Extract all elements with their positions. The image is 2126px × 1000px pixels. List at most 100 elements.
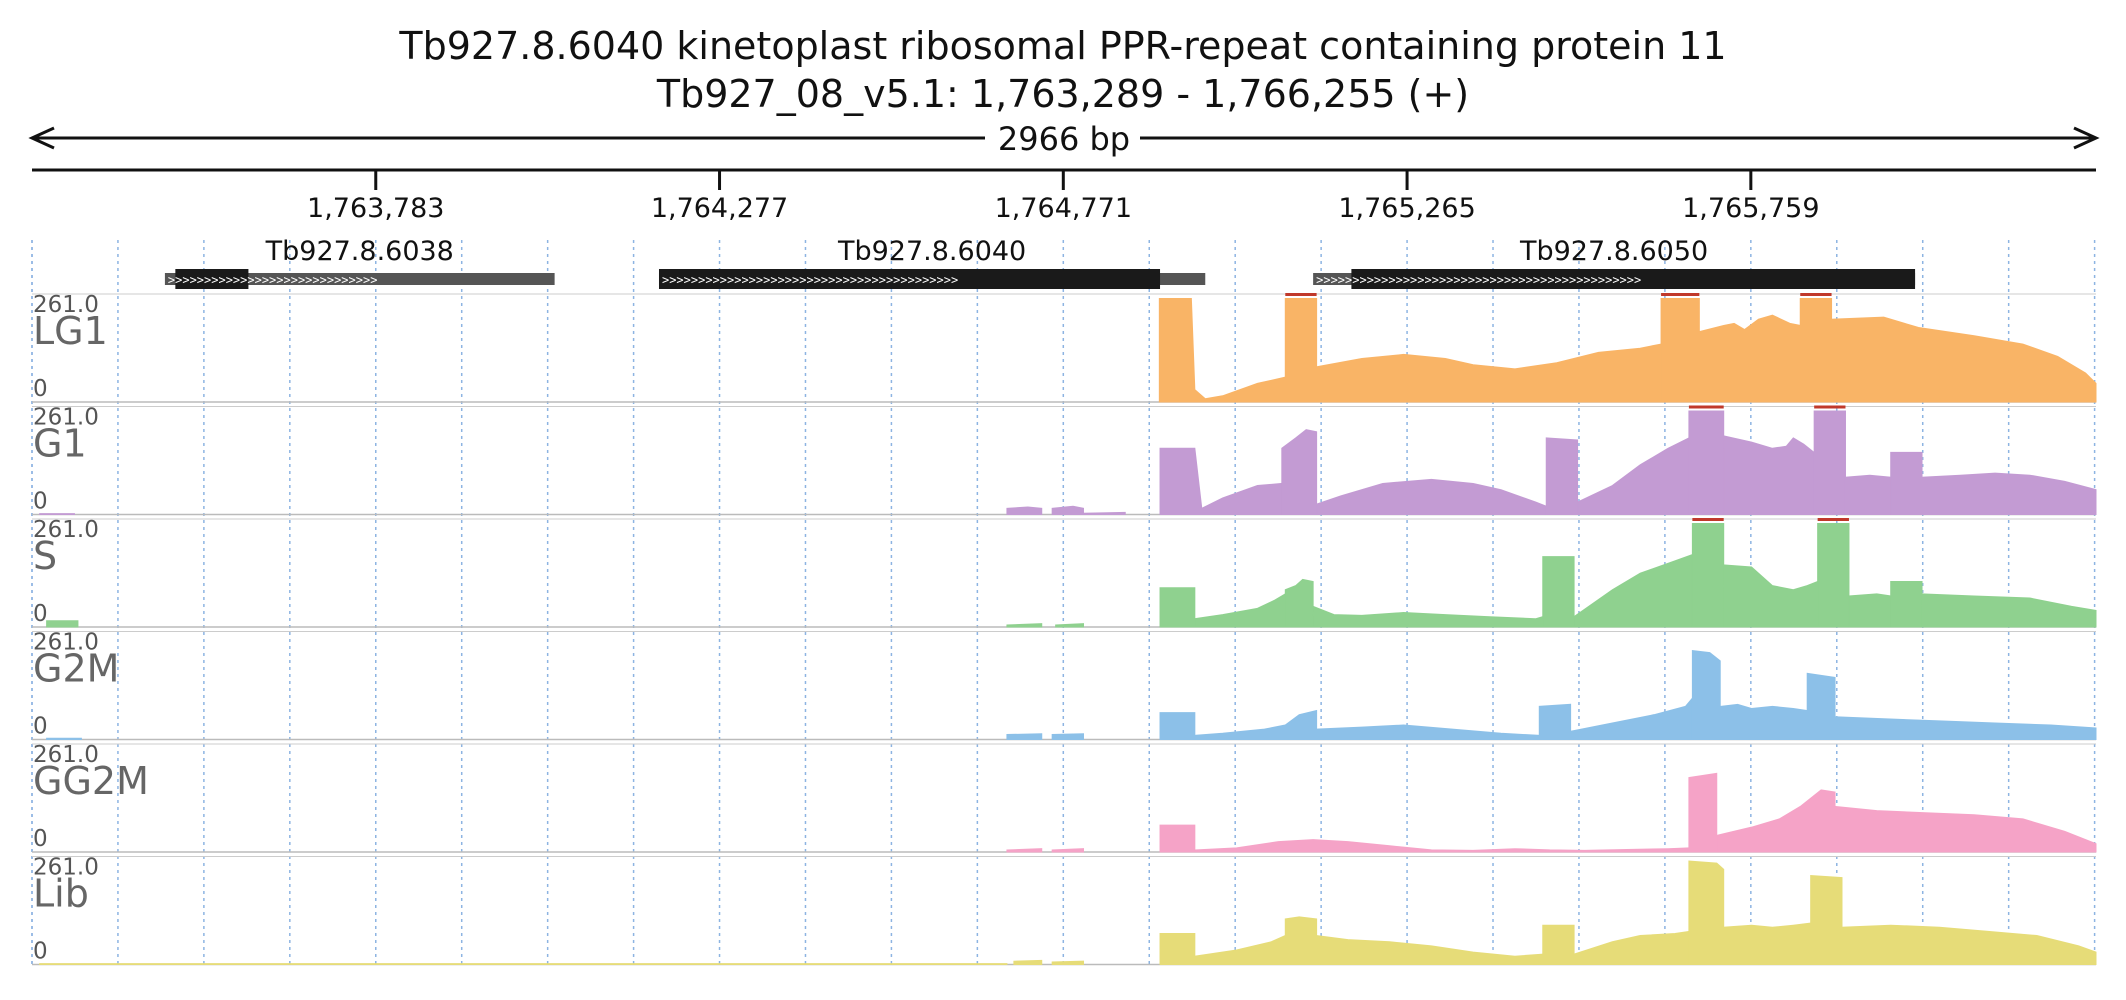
coverage-area [1082, 511, 1126, 515]
strand-arrows: >>>>>>>>>>>>>>>>>>>>>>>>>>>>>>>>>>>>>>>>… [662, 273, 958, 287]
coverage-area [1284, 298, 1318, 403]
coverage-area [1159, 587, 1196, 628]
coverage-area [1006, 733, 1043, 740]
clip-marker [1661, 293, 1700, 296]
coverage-area [1159, 447, 1283, 515]
clip-marker [1814, 405, 1846, 409]
gene-track: >>>>>>>>>>>>>>>>>>>>>>>>>>>>> Tb927.8.603… [164, 236, 1916, 289]
track-min-label: 0 [33, 601, 48, 627]
span-label: 2966 bp [998, 120, 1130, 158]
gene-label: Tb927.8.6040 [837, 236, 1026, 267]
coverage-area [1813, 410, 1846, 515]
coverage-area [1051, 505, 1084, 515]
track-min-label: 0 [33, 376, 48, 402]
coverage-area [1194, 709, 1318, 740]
coverage-area [1817, 523, 1850, 628]
coverage-area [1921, 472, 2097, 515]
strand-arrows: >>>>>>>>>>>>>>>>>>>>>>>>>>>>>>>>>>>>>>>>… [1316, 273, 1641, 287]
coverage-tracks: 261.0LG10261.0G10261.0S0261.0G2M0261.0GG… [32, 292, 2097, 966]
ruler: 2966 bp 1,763,783 1,764,277 1,764,771 1,765,… [28, 120, 2100, 224]
coverage-area [1281, 429, 1318, 515]
coverage-area [1316, 934, 1544, 965]
track-g1: 261.0G1 0 [32, 405, 2097, 516]
clip-marker [1688, 405, 1724, 409]
track-name: LG1 [33, 309, 108, 353]
tick-label: 1,765,265 [1338, 193, 1475, 224]
track-max-label: 261.0 [33, 855, 99, 881]
coverage-area [1159, 712, 1196, 740]
coverage-area [1573, 930, 1690, 965]
track-name: G1 [33, 422, 87, 466]
coverage-area [1660, 298, 1700, 403]
coverage-area [1688, 772, 1718, 853]
coverage-area [1723, 435, 1815, 515]
track-max-label: 261.0 [33, 292, 99, 318]
clip-marker [1800, 293, 1832, 296]
coverage-area [1159, 932, 1196, 965]
coverage-area [1316, 724, 1540, 740]
coverage-area [1890, 451, 1923, 515]
track-s: 261.0S 0 [32, 517, 2097, 628]
coverage-area [1834, 805, 2097, 853]
coverage-area [1006, 848, 1043, 853]
coverage-area [1194, 593, 1286, 628]
coverage-area [1921, 593, 2097, 628]
arrow-head-left [28, 126, 55, 150]
coverage-area [1570, 696, 1693, 740]
gene-cds [175, 269, 249, 289]
coverage-area [1848, 593, 1892, 628]
coverage-area [1841, 924, 2097, 965]
track-max-label: 261.0 [33, 405, 99, 431]
chart-title: Tb927.8.6040 kinetoplast ribosomal PPR-r… [399, 24, 1727, 68]
coverage-area [1158, 298, 1286, 403]
track-name: G2M [33, 647, 119, 691]
coverage-area [1194, 934, 1286, 965]
track-min-label: 0 [33, 939, 48, 965]
track-max-label: 261.0 [33, 742, 99, 768]
coverage-area [1719, 703, 1808, 740]
gene-cds [1351, 269, 1916, 289]
coverage-area [1013, 959, 1043, 965]
coverage-area [1051, 848, 1084, 853]
track-name: S [33, 534, 57, 578]
tick-label: 1,763,783 [307, 193, 444, 224]
coverage-area [1698, 314, 1801, 403]
coverage-area [1316, 478, 1547, 515]
coverage-area [1194, 839, 1690, 853]
coverage-area [39, 963, 1008, 965]
coverage-area [1834, 716, 2097, 740]
tick-label: 1,764,277 [651, 193, 788, 224]
coverage-area [1542, 556, 1575, 628]
tick-label: 1,764,771 [995, 193, 1132, 224]
clip-marker [1285, 293, 1317, 296]
coverage-area [1051, 960, 1084, 965]
coverage-area [1723, 922, 1812, 965]
gene-label: Tb927.8.6038 [265, 236, 454, 267]
coverage-area [1159, 824, 1196, 853]
strand-arrows: >>>>>>>>>>>>>>>>>>>>>>>>>>>>> [168, 273, 378, 287]
coverage-area [1799, 298, 1833, 403]
coverage-area [1284, 578, 1314, 628]
tick-label: 1,765,759 [1682, 193, 1819, 224]
gene-cds [658, 269, 1161, 289]
locus-subtitle: Tb927_08_v5.1: 1,763,289 - 1,766,255 (+) [656, 72, 1470, 116]
track-name: GG2M [33, 759, 149, 803]
coverage-area [39, 513, 75, 515]
coverage-area [1831, 316, 2097, 403]
coverage-area [1538, 703, 1572, 740]
coverage-area [46, 737, 82, 740]
coverage-area [1573, 553, 1693, 628]
coverage-area [1890, 580, 1923, 628]
track-name: Lib [33, 872, 89, 916]
coverage-area [1312, 605, 1544, 628]
coverage-area [1006, 506, 1043, 515]
coverage-area [1542, 924, 1575, 965]
coverage-area [1688, 410, 1725, 515]
track-max-label: 261.0 [33, 517, 99, 543]
coverage-area [1691, 649, 1721, 740]
